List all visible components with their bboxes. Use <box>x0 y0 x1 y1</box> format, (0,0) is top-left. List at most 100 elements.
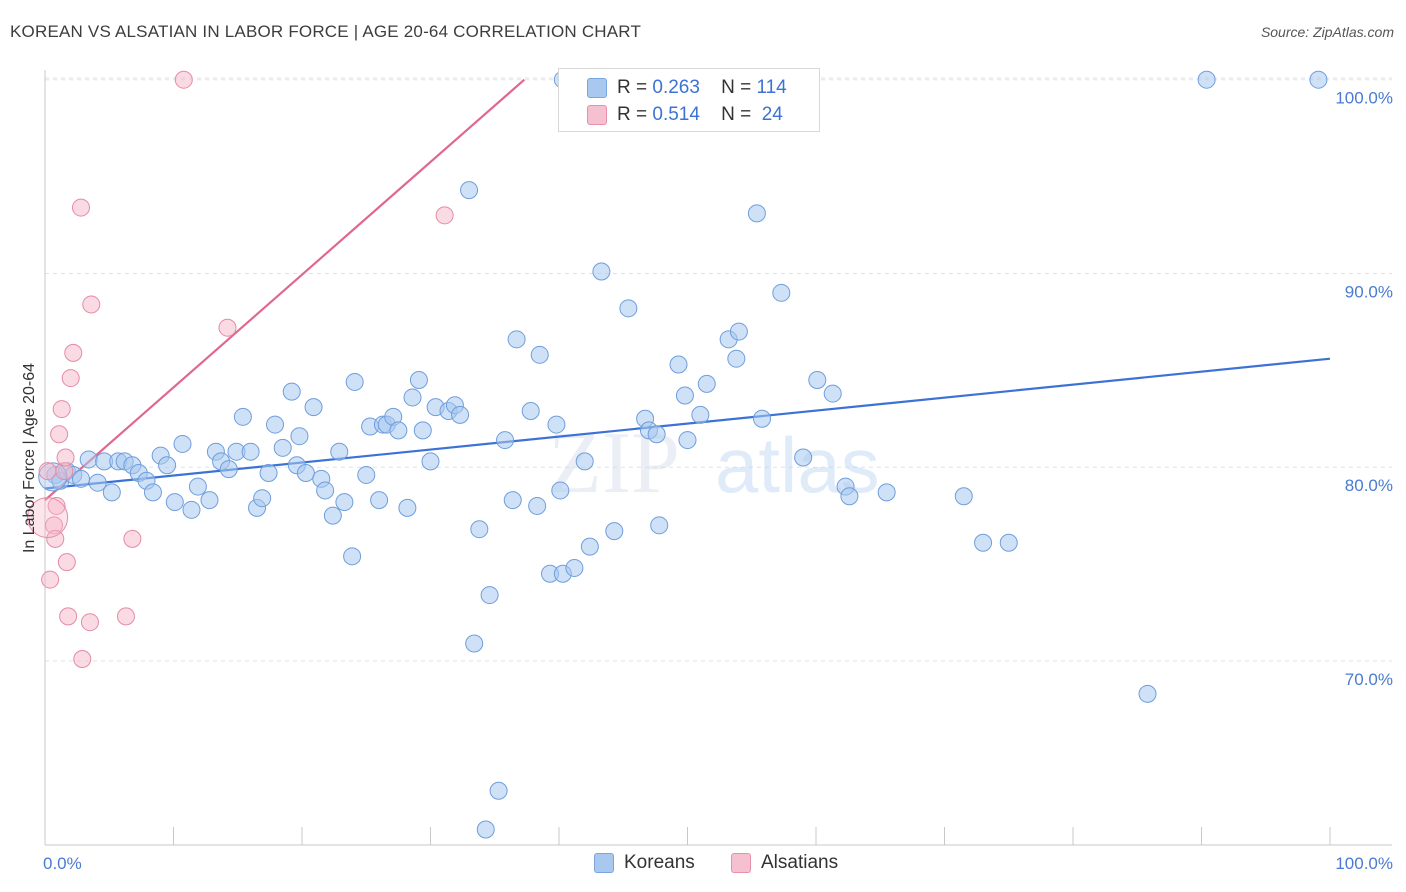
alsatian-point <box>82 295 101 314</box>
korean-point <box>575 452 594 471</box>
bottom-legend-koreans: Koreans <box>594 852 695 874</box>
y-tick-label: 70.0% <box>1345 670 1393 689</box>
korean-point <box>219 460 238 479</box>
korean-point <box>282 382 301 401</box>
korean-point <box>747 204 766 223</box>
korean-point <box>974 533 993 552</box>
korean-point <box>88 473 107 492</box>
korean-point <box>669 355 688 374</box>
korean-point <box>530 345 549 364</box>
legend-row-koreans: R = 0.263 N = 114 <box>617 76 787 100</box>
r-label: R = <box>617 77 648 98</box>
alsatian-point <box>116 607 135 626</box>
korean-point <box>496 431 515 450</box>
korean-point <box>675 386 694 405</box>
korean-point <box>335 493 354 512</box>
alsatian-point <box>61 369 80 388</box>
watermark: ZIP atlas <box>548 415 880 512</box>
korean-point <box>451 405 470 424</box>
korean-point <box>605 522 624 541</box>
alsatian-point <box>47 496 66 515</box>
alsatian-point <box>56 448 75 467</box>
alsatian-point <box>174 70 193 89</box>
alsatian-point <box>41 570 60 589</box>
korean-point <box>547 415 566 434</box>
korean-point <box>330 442 349 461</box>
koreans-legend-swatch <box>594 853 614 873</box>
korean-point <box>182 500 201 519</box>
korean-point <box>465 634 484 653</box>
korean-point <box>165 493 184 512</box>
korean-point <box>200 491 219 510</box>
alsatians-points <box>27 70 454 668</box>
korean-point <box>71 469 90 488</box>
korean-point <box>253 489 272 508</box>
n-label: N = <box>721 104 752 125</box>
korean-point <box>650 516 669 535</box>
alsatian-point <box>435 206 454 225</box>
korean-point <box>489 781 508 800</box>
bottom-legend-alsatians: Alsatians <box>731 852 838 874</box>
n-value: 24 <box>761 104 783 125</box>
korean-point <box>647 425 666 444</box>
korean-point <box>1309 70 1328 89</box>
alsatians-trend-line <box>44 78 526 501</box>
alsatian-point <box>71 198 90 217</box>
alsatian-point <box>46 529 65 548</box>
korean-point <box>999 533 1018 552</box>
korean-point <box>102 483 121 502</box>
y-tick-label: 90.0% <box>1345 282 1393 301</box>
alsatians-legend-swatch <box>731 853 751 873</box>
korean-point <box>345 372 364 391</box>
korean-point <box>343 547 362 566</box>
korean-point <box>409 371 428 389</box>
korean-point <box>273 438 292 457</box>
n-value: 114 <box>756 77 787 98</box>
alsatian-point <box>27 497 69 539</box>
koreans-swatch <box>587 78 607 98</box>
korean-point <box>727 349 746 368</box>
korean-point <box>290 427 309 446</box>
korean-point <box>259 464 278 482</box>
korean-point <box>729 322 748 341</box>
korean-point <box>143 483 162 502</box>
alsatian-point <box>57 553 76 572</box>
korean-point <box>772 283 791 302</box>
korean-point <box>808 371 827 389</box>
y-tick-label: 100.0% <box>1335 89 1393 108</box>
korean-point <box>565 558 584 577</box>
koreans-points <box>38 70 1328 839</box>
chart-title: KOREAN VS ALSATIAN IN LABOR FORCE | AGE … <box>10 22 642 41</box>
korean-point <box>691 405 710 424</box>
korean-point <box>158 456 177 475</box>
korean-point <box>476 820 495 839</box>
axes <box>44 70 1392 846</box>
korean-point <box>323 506 342 525</box>
source-label: Source: ZipAtlas.com <box>1260 24 1394 40</box>
korean-point <box>241 442 260 461</box>
alsatians-legend-label: Alsatians <box>761 852 839 873</box>
korean-point <box>389 421 408 440</box>
y-tick-label: 80.0% <box>1345 476 1393 495</box>
axis-labels: 70.0% 80.0% 90.0% 100.0% 0.0% 100.0% In Labor … <box>21 89 1393 873</box>
korean-point <box>403 388 422 407</box>
korean-point <box>421 452 440 471</box>
alsatian-point <box>73 650 92 668</box>
korean-point <box>521 402 540 420</box>
korean-point <box>954 487 973 506</box>
korean-point <box>398 498 417 517</box>
koreans-legend-label: Koreans <box>624 852 695 873</box>
korean-point <box>413 421 432 440</box>
korean-point <box>503 491 522 510</box>
correlation-legend: R = 0.263 N = 114 R = 0.514 N = 24 <box>558 68 820 132</box>
korean-point <box>370 491 389 510</box>
korean-point <box>551 481 570 500</box>
alsatian-point <box>80 613 99 632</box>
r-value: 0.263 <box>652 77 700 98</box>
korean-point <box>507 330 526 349</box>
korean-point <box>794 448 813 467</box>
korean-point <box>580 537 599 556</box>
korean-point <box>296 464 315 482</box>
korean-point <box>678 431 697 450</box>
